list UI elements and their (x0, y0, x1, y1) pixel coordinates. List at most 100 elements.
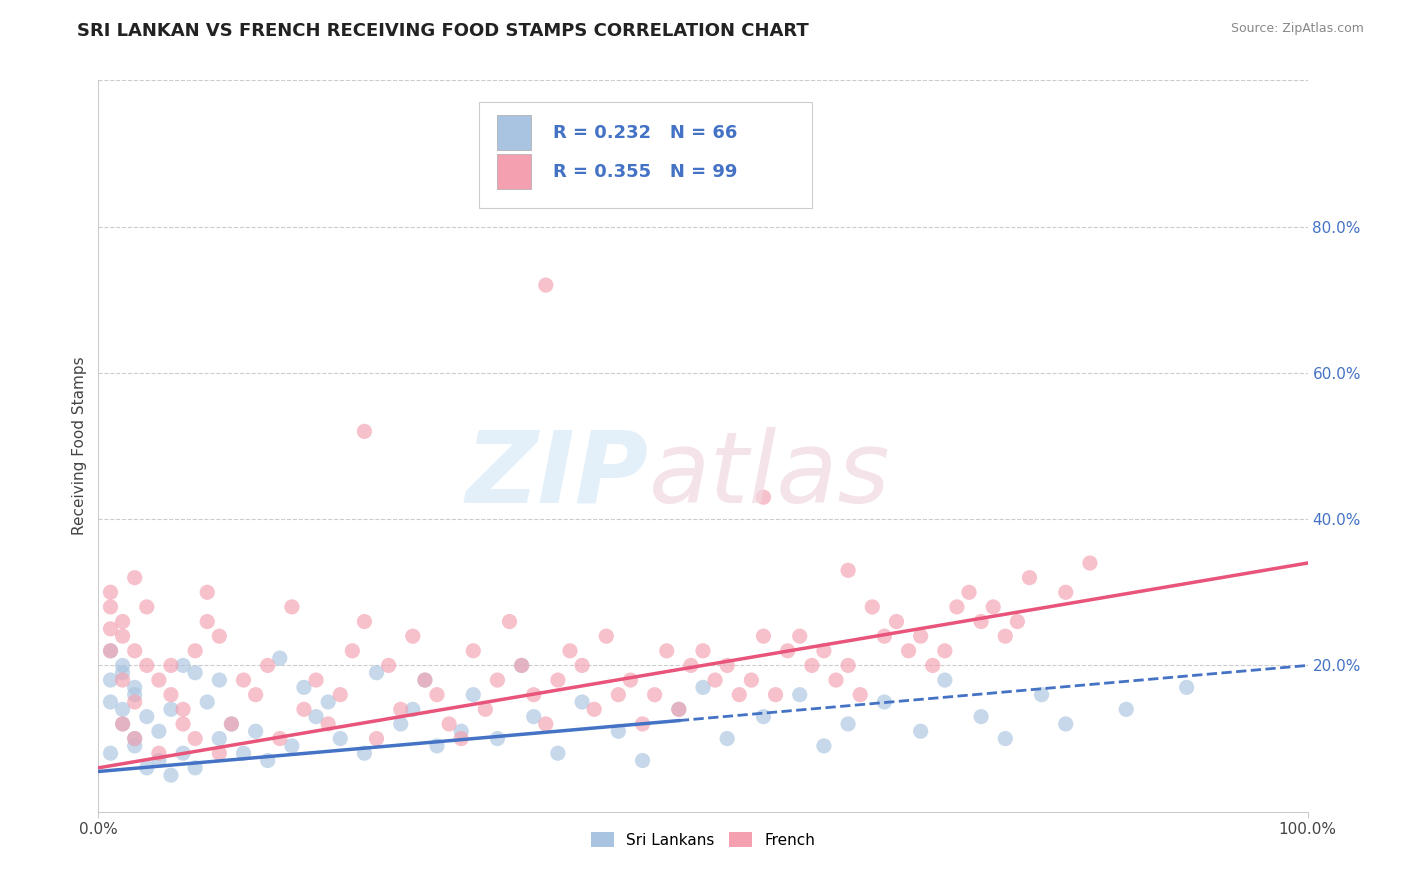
Point (450, 724, 472, 739)
Point (716, 658, 738, 673)
Point (232, 673, 254, 687)
Point (547, 673, 569, 687)
Point (316, 717, 339, 731)
Point (329, 731, 352, 746)
Point (463, 688, 485, 702)
Point (111, 615, 134, 629)
Point (619, 673, 641, 687)
Point (124, 731, 146, 746)
Point (160, 658, 183, 673)
Text: SRI LANKAN VS FRENCH RECEIVING FOOD STAMPS CORRELATION CHART: SRI LANKAN VS FRENCH RECEIVING FOOD STAM… (77, 22, 808, 40)
Point (100, 746, 122, 760)
Point (195, 585, 218, 599)
Point (184, 761, 207, 775)
Point (837, 658, 859, 673)
Point (135, 709, 157, 723)
Point (692, 644, 714, 658)
Point (571, 695, 593, 709)
Point (100, 585, 122, 599)
Point (825, 673, 848, 687)
Point (111, 665, 134, 680)
Point (184, 644, 207, 658)
Point (728, 688, 751, 702)
Point (934, 644, 956, 658)
Point (474, 702, 496, 716)
Point (704, 673, 727, 687)
Point (124, 695, 146, 709)
Point (486, 673, 509, 687)
Text: R = 0.232   N = 66: R = 0.232 N = 66 (553, 124, 737, 142)
Point (860, 599, 883, 614)
Point (135, 658, 157, 673)
Y-axis label: Receiving Food Stamps: Receiving Food Stamps (72, 357, 87, 535)
Point (208, 673, 231, 687)
Point (329, 688, 352, 702)
Point (413, 673, 436, 687)
Point (124, 731, 146, 746)
Point (281, 599, 304, 614)
Point (111, 717, 134, 731)
Point (342, 644, 364, 658)
Point (184, 731, 207, 746)
Point (873, 629, 896, 643)
Point (437, 717, 460, 731)
Point (463, 644, 485, 658)
Point (292, 702, 315, 716)
Point (1054, 585, 1077, 599)
Point (172, 702, 194, 716)
Point (389, 702, 412, 716)
Point (100, 644, 122, 658)
Point (245, 688, 267, 702)
Point (789, 629, 811, 643)
Point (366, 665, 388, 680)
Point (124, 739, 146, 753)
Point (752, 490, 775, 504)
Point (510, 658, 533, 673)
Point (208, 746, 231, 760)
Text: R = 0.355   N = 99: R = 0.355 N = 99 (553, 162, 737, 181)
Point (994, 629, 1017, 643)
Point (800, 658, 823, 673)
Point (316, 695, 339, 709)
Point (752, 629, 775, 643)
Point (353, 746, 375, 760)
Point (160, 768, 183, 782)
Point (184, 665, 207, 680)
Point (172, 717, 194, 731)
Point (837, 563, 859, 577)
Point (135, 599, 157, 614)
Point (281, 739, 304, 753)
Point (124, 644, 146, 658)
Point (1031, 688, 1053, 702)
Point (402, 629, 425, 643)
Text: ZIP: ZIP (465, 426, 648, 524)
Point (124, 688, 146, 702)
Point (631, 717, 654, 731)
Point (716, 731, 738, 746)
Point (305, 673, 328, 687)
Point (100, 599, 122, 614)
Point (160, 688, 183, 702)
Point (111, 717, 134, 731)
Text: Source: ZipAtlas.com: Source: ZipAtlas.com (1230, 22, 1364, 36)
Point (221, 717, 243, 731)
Point (100, 622, 122, 636)
Point (377, 658, 399, 673)
Point (655, 644, 678, 658)
Point (100, 695, 122, 709)
Point (426, 739, 449, 753)
Point (534, 278, 557, 293)
Point (1078, 556, 1101, 570)
Point (740, 673, 762, 687)
Point (1175, 681, 1198, 695)
Point (752, 709, 775, 723)
Point (837, 717, 859, 731)
Point (172, 658, 194, 673)
Point (668, 702, 690, 716)
Bar (498, 115, 531, 151)
Point (523, 709, 546, 723)
Point (644, 688, 666, 702)
Point (111, 629, 134, 643)
Point (595, 629, 617, 643)
Point (692, 681, 714, 695)
